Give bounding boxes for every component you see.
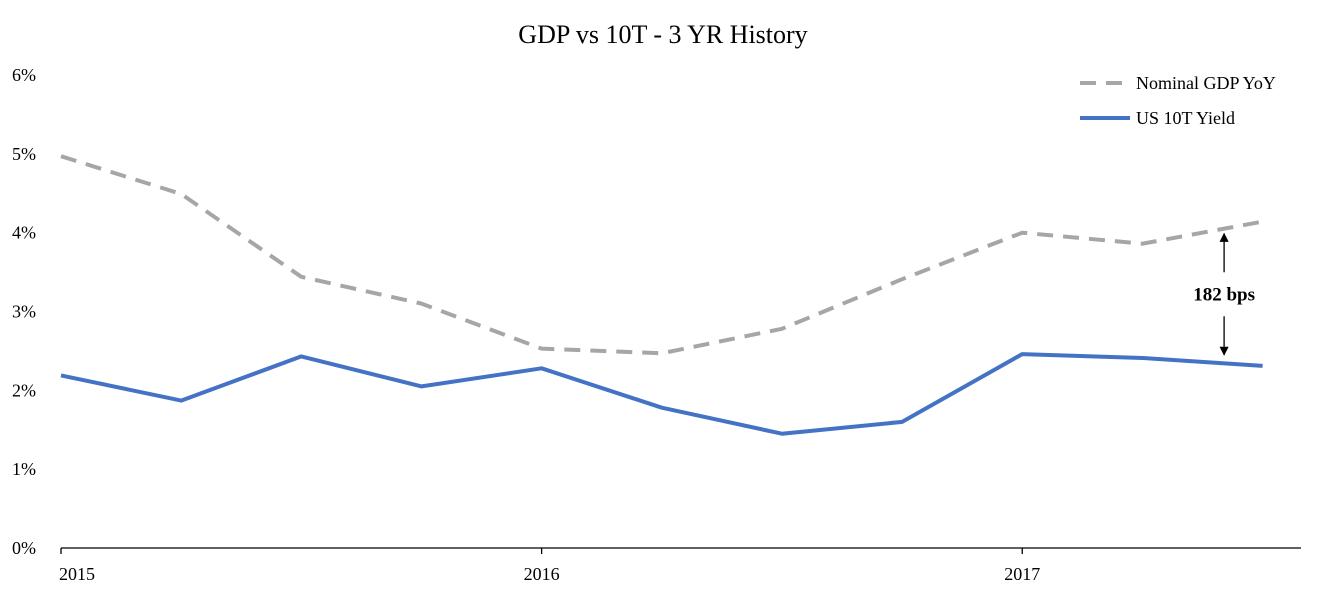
y-tick-label: 3% bbox=[12, 302, 36, 322]
y-tick-label: 6% bbox=[12, 65, 36, 85]
y-tick-label: 5% bbox=[12, 144, 36, 164]
y-tick-label: 4% bbox=[12, 223, 36, 243]
legend-label: Nominal GDP YoY bbox=[1136, 73, 1276, 93]
series-layer bbox=[60, 154, 1263, 436]
legend-label: US 10T Yield bbox=[1136, 108, 1235, 128]
annotation-layer: 182 bps bbox=[1193, 232, 1255, 356]
legend: Nominal GDP YoY US 10T Yield bbox=[1080, 73, 1276, 128]
x-tick-label: 2016 bbox=[524, 564, 560, 584]
y-tick-label: 0% bbox=[12, 538, 36, 558]
y-tick-label: 1% bbox=[12, 459, 36, 479]
y-tick-label: 2% bbox=[12, 380, 36, 400]
axes: 0% 1% 2% 3% 4% 5% 6% 2015 2016 2017 bbox=[12, 65, 1301, 584]
series-line-nominal-gdp bbox=[60, 154, 1263, 356]
x-tick-label: 2015 bbox=[59, 564, 95, 584]
series-line-us-10t-yield bbox=[60, 352, 1263, 436]
x-tick-label: 2017 bbox=[1004, 564, 1040, 584]
annotation-label: 182 bps bbox=[1193, 284, 1255, 305]
chart-title: GDP vs 10T - 3 YR History bbox=[518, 20, 807, 49]
